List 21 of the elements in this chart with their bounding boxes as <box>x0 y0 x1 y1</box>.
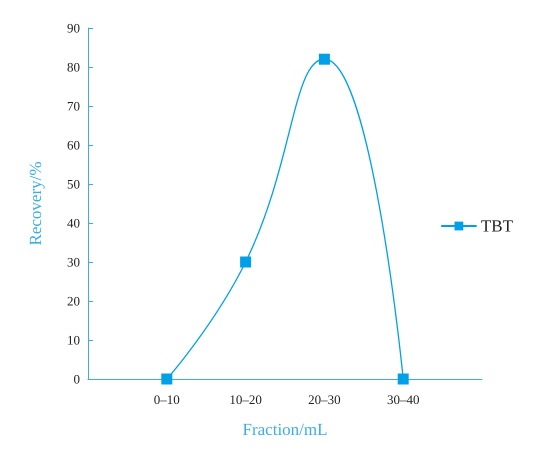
y-tick-label: 80 <box>67 60 80 74</box>
y-tick-label: 50 <box>67 176 80 192</box>
y-tick-label: 90 <box>67 20 80 36</box>
x-tick-label: 10–20 <box>229 392 262 407</box>
point <box>398 374 409 384</box>
point <box>161 374 172 384</box>
y-tick-label: 30 <box>67 254 80 270</box>
x-tick-label: 20–30 <box>308 392 341 407</box>
y-tick-label: 40 <box>67 216 80 230</box>
y-tick-label: 20 <box>67 294 80 308</box>
y-tick-label: 0 <box>74 372 80 386</box>
legend-label: TBT <box>480 216 514 236</box>
y-tick-label: 60 <box>67 138 80 152</box>
y-axis-title: Recovery/% <box>26 161 45 246</box>
x-tick-label: 0–10 <box>154 392 180 407</box>
point <box>318 54 330 65</box>
x-tick-label: 30–40 <box>386 392 420 407</box>
x-axis-title: Fraction/mL <box>242 420 328 439</box>
point <box>240 256 252 268</box>
y-tick-label: 10 <box>67 332 80 348</box>
y-tick-label: 70 <box>67 98 80 114</box>
